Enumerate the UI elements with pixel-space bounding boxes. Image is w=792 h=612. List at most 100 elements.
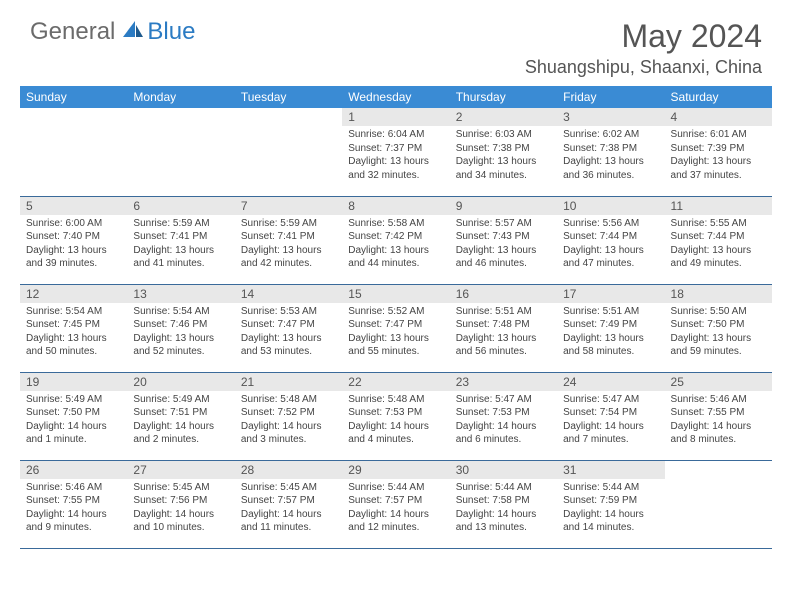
day-content: Sunrise: 5:51 AMSunset: 7:48 PMDaylight:…	[450, 303, 557, 363]
day-number: 11	[665, 197, 772, 215]
day-content: Sunrise: 5:49 AMSunset: 7:50 PMDaylight:…	[20, 391, 127, 451]
day-number: 21	[235, 373, 342, 391]
calendar-cell: 9Sunrise: 5:57 AMSunset: 7:43 PMDaylight…	[450, 196, 557, 284]
day-content: Sunrise: 5:49 AMSunset: 7:51 PMDaylight:…	[127, 391, 234, 451]
calendar-cell: 18Sunrise: 5:50 AMSunset: 7:50 PMDayligh…	[665, 284, 772, 372]
calendar-cell: 3Sunrise: 6:02 AMSunset: 7:38 PMDaylight…	[557, 108, 664, 196]
day-content: Sunrise: 6:04 AMSunset: 7:37 PMDaylight:…	[342, 126, 449, 186]
day-number: 31	[557, 461, 664, 479]
day-number: 5	[20, 197, 127, 215]
day-content: Sunrise: 6:00 AMSunset: 7:40 PMDaylight:…	[20, 215, 127, 275]
calendar-cell: 13Sunrise: 5:54 AMSunset: 7:46 PMDayligh…	[127, 284, 234, 372]
day-number: 17	[557, 285, 664, 303]
weekday-header: Saturday	[665, 86, 772, 108]
calendar-cell: 14Sunrise: 5:53 AMSunset: 7:47 PMDayligh…	[235, 284, 342, 372]
day-content: Sunrise: 5:46 AMSunset: 7:55 PMDaylight:…	[20, 479, 127, 539]
day-content: Sunrise: 6:03 AMSunset: 7:38 PMDaylight:…	[450, 126, 557, 186]
calendar-cell: 1Sunrise: 6:04 AMSunset: 7:37 PMDaylight…	[342, 108, 449, 196]
month-title: May 2024	[525, 18, 762, 55]
calendar-cell: ..	[665, 460, 772, 548]
weekday-header: Wednesday	[342, 86, 449, 108]
day-content: Sunrise: 5:44 AMSunset: 7:59 PMDaylight:…	[557, 479, 664, 539]
title-block: May 2024 Shuangshipu, Shaanxi, China	[525, 18, 762, 78]
weekday-header: Tuesday	[235, 86, 342, 108]
day-number: 20	[127, 373, 234, 391]
day-number: 27	[127, 461, 234, 479]
day-content: Sunrise: 5:45 AMSunset: 7:57 PMDaylight:…	[235, 479, 342, 539]
day-number: 7	[235, 197, 342, 215]
day-number: 23	[450, 373, 557, 391]
day-number: 30	[450, 461, 557, 479]
calendar-cell: 28Sunrise: 5:45 AMSunset: 7:57 PMDayligh…	[235, 460, 342, 548]
calendar-cell: 5Sunrise: 6:00 AMSunset: 7:40 PMDaylight…	[20, 196, 127, 284]
logo-text-blue: Blue	[147, 18, 195, 46]
calendar-week-row: 19Sunrise: 5:49 AMSunset: 7:50 PMDayligh…	[20, 372, 772, 460]
day-content: Sunrise: 5:44 AMSunset: 7:57 PMDaylight:…	[342, 479, 449, 539]
day-number: 24	[557, 373, 664, 391]
day-content: Sunrise: 5:55 AMSunset: 7:44 PMDaylight:…	[665, 215, 772, 275]
weekday-header: Friday	[557, 86, 664, 108]
calendar-week-row: 5Sunrise: 6:00 AMSunset: 7:40 PMDaylight…	[20, 196, 772, 284]
logo-text-general: General	[30, 18, 115, 46]
day-number: 6	[127, 197, 234, 215]
day-number: 13	[127, 285, 234, 303]
day-content: Sunrise: 5:59 AMSunset: 7:41 PMDaylight:…	[127, 215, 234, 275]
weekday-header: Sunday	[20, 86, 127, 108]
day-content: Sunrise: 5:45 AMSunset: 7:56 PMDaylight:…	[127, 479, 234, 539]
day-content: Sunrise: 6:01 AMSunset: 7:39 PMDaylight:…	[665, 126, 772, 186]
calendar-cell: 31Sunrise: 5:44 AMSunset: 7:59 PMDayligh…	[557, 460, 664, 548]
calendar-cell: 11Sunrise: 5:55 AMSunset: 7:44 PMDayligh…	[665, 196, 772, 284]
day-content: Sunrise: 5:47 AMSunset: 7:53 PMDaylight:…	[450, 391, 557, 451]
calendar-cell: 15Sunrise: 5:52 AMSunset: 7:47 PMDayligh…	[342, 284, 449, 372]
calendar-cell: 25Sunrise: 5:46 AMSunset: 7:55 PMDayligh…	[665, 372, 772, 460]
day-number: 12	[20, 285, 127, 303]
location: Shuangshipu, Shaanxi, China	[525, 57, 762, 78]
day-number: 2	[450, 108, 557, 126]
day-content: Sunrise: 5:57 AMSunset: 7:43 PMDaylight:…	[450, 215, 557, 275]
day-content: Sunrise: 5:52 AMSunset: 7:47 PMDaylight:…	[342, 303, 449, 363]
weekday-header: Thursday	[450, 86, 557, 108]
day-content: Sunrise: 5:44 AMSunset: 7:58 PMDaylight:…	[450, 479, 557, 539]
day-content: Sunrise: 5:48 AMSunset: 7:52 PMDaylight:…	[235, 391, 342, 451]
calendar-week-row: ......1Sunrise: 6:04 AMSunset: 7:37 PMDa…	[20, 108, 772, 196]
calendar-cell: 26Sunrise: 5:46 AMSunset: 7:55 PMDayligh…	[20, 460, 127, 548]
day-number: 4	[665, 108, 772, 126]
day-number: 16	[450, 285, 557, 303]
calendar-week-row: 26Sunrise: 5:46 AMSunset: 7:55 PMDayligh…	[20, 460, 772, 548]
day-number: 8	[342, 197, 449, 215]
calendar-cell: 23Sunrise: 5:47 AMSunset: 7:53 PMDayligh…	[450, 372, 557, 460]
day-content: Sunrise: 5:48 AMSunset: 7:53 PMDaylight:…	[342, 391, 449, 451]
calendar-head: SundayMondayTuesdayWednesdayThursdayFrid…	[20, 86, 772, 108]
day-number: 1	[342, 108, 449, 126]
day-content: Sunrise: 5:47 AMSunset: 7:54 PMDaylight:…	[557, 391, 664, 451]
calendar-cell: ..	[20, 108, 127, 196]
day-content: Sunrise: 5:46 AMSunset: 7:55 PMDaylight:…	[665, 391, 772, 451]
calendar-cell: 20Sunrise: 5:49 AMSunset: 7:51 PMDayligh…	[127, 372, 234, 460]
day-number: 3	[557, 108, 664, 126]
day-content: Sunrise: 5:54 AMSunset: 7:46 PMDaylight:…	[127, 303, 234, 363]
day-number: 25	[665, 373, 772, 391]
logo-sail-icon	[121, 19, 145, 46]
calendar-body: ......1Sunrise: 6:04 AMSunset: 7:37 PMDa…	[20, 108, 772, 548]
day-number: 28	[235, 461, 342, 479]
day-content: Sunrise: 5:56 AMSunset: 7:44 PMDaylight:…	[557, 215, 664, 275]
calendar-table: SundayMondayTuesdayWednesdayThursdayFrid…	[20, 86, 772, 549]
weekday-header: Monday	[127, 86, 234, 108]
day-number: 26	[20, 461, 127, 479]
calendar-cell: 4Sunrise: 6:01 AMSunset: 7:39 PMDaylight…	[665, 108, 772, 196]
day-content: Sunrise: 5:51 AMSunset: 7:49 PMDaylight:…	[557, 303, 664, 363]
calendar-cell: 7Sunrise: 5:59 AMSunset: 7:41 PMDaylight…	[235, 196, 342, 284]
calendar-cell: 12Sunrise: 5:54 AMSunset: 7:45 PMDayligh…	[20, 284, 127, 372]
calendar-cell: 22Sunrise: 5:48 AMSunset: 7:53 PMDayligh…	[342, 372, 449, 460]
calendar-week-row: 12Sunrise: 5:54 AMSunset: 7:45 PMDayligh…	[20, 284, 772, 372]
calendar-cell: ..	[127, 108, 234, 196]
calendar-cell: ..	[235, 108, 342, 196]
day-number: 29	[342, 461, 449, 479]
logo: General Blue	[30, 18, 195, 46]
calendar-cell: 17Sunrise: 5:51 AMSunset: 7:49 PMDayligh…	[557, 284, 664, 372]
calendar-cell: 27Sunrise: 5:45 AMSunset: 7:56 PMDayligh…	[127, 460, 234, 548]
calendar-cell: 16Sunrise: 5:51 AMSunset: 7:48 PMDayligh…	[450, 284, 557, 372]
calendar-cell: 29Sunrise: 5:44 AMSunset: 7:57 PMDayligh…	[342, 460, 449, 548]
day-number: 18	[665, 285, 772, 303]
header: General Blue May 2024 Shuangshipu, Shaan…	[0, 0, 792, 86]
